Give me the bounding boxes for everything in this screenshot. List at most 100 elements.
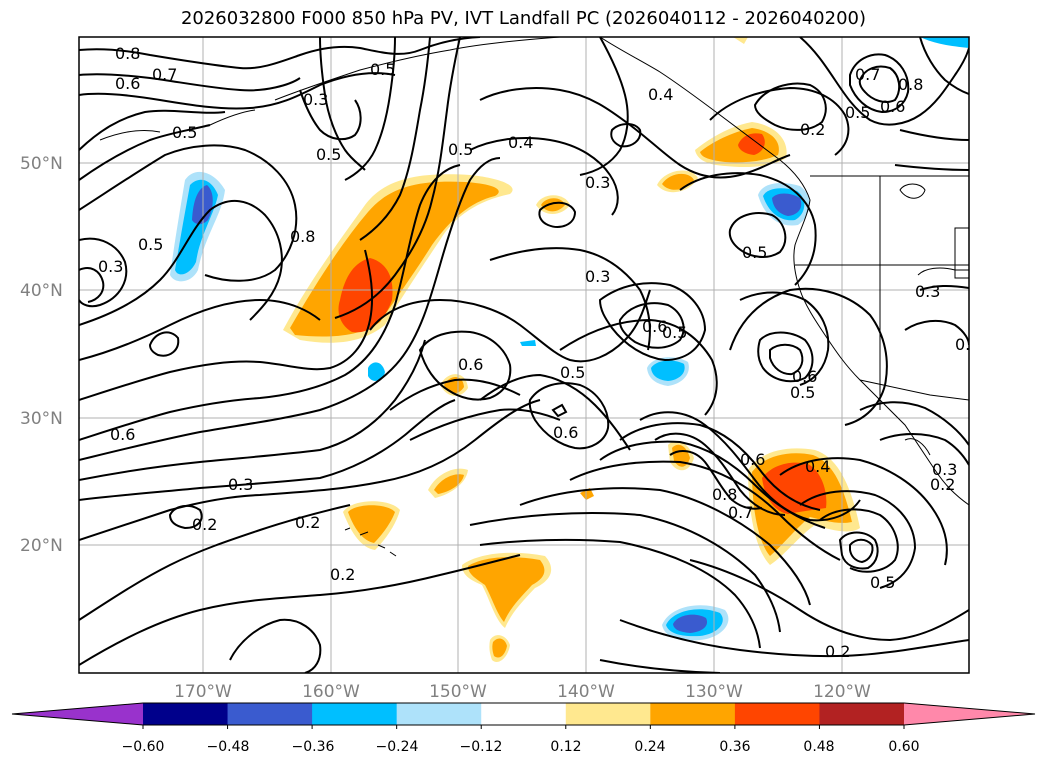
- coastlines: [99, 37, 969, 557]
- colorbar-segment: [650, 703, 736, 725]
- pv-positive-region: [492, 638, 507, 658]
- contour-label: 0.3: [915, 282, 940, 301]
- lat-label: 50°N: [20, 154, 63, 174]
- map-frame: [78, 36, 970, 674]
- colorbar-tick-label: 0.24: [634, 739, 665, 755]
- colorbar-tick-label: −0.12: [460, 739, 503, 755]
- colorbar-tick-label: 0.36: [719, 739, 750, 755]
- contour-label: 0.6: [792, 367, 817, 386]
- lat-label: 30°N: [20, 409, 63, 429]
- colorbar-segment: [396, 703, 482, 725]
- pv-positive-region: [348, 505, 395, 543]
- pv-negative-region: [772, 193, 802, 216]
- pv-negative-region: [368, 362, 385, 381]
- contour-label: 0.5: [662, 323, 687, 342]
- contour-label: 0.8: [115, 44, 140, 63]
- contour-label: 0.2: [800, 120, 825, 139]
- longitude-labels: 170°W 160°W 150°W 140°W 130°W 120°W: [174, 682, 871, 702]
- contour-label: 0.3: [585, 173, 610, 192]
- colorbar-tick-label: −0.24: [376, 739, 419, 755]
- pv-positive-region: [580, 488, 594, 500]
- map-title: 2026032800 F000 850 hPa PV, IVT Landfall…: [180, 8, 867, 29]
- contour-label: 0.3: [228, 475, 253, 494]
- contour-label: 0.8: [712, 485, 737, 504]
- contour-label: 0.6: [458, 355, 483, 374]
- colorbar-tick-label: −0.48: [207, 739, 250, 755]
- contour-label: 0.2: [192, 515, 217, 534]
- pv-contours: [79, 37, 969, 673]
- contour-label: 0.3: [585, 267, 610, 286]
- contour-label: 0.2: [295, 513, 320, 532]
- pv-positive-region: [733, 37, 748, 44]
- colorbar: −0.60 −0.48 −0.36 −0.24 −0.12 0.12 0.24 …: [11, 702, 1036, 755]
- pv-positive-region: [434, 474, 464, 494]
- map-plot-area: 0.8 0.6 0.7 0.5 0.3 0.5 0.5 0.8 0.4 0.3 …: [79, 37, 980, 673]
- contour-label: 0.5: [138, 235, 163, 254]
- contour-label: 0.7: [728, 503, 753, 522]
- contour-label: 0.5: [790, 383, 815, 402]
- contour-label: 0.6: [115, 74, 140, 93]
- contour-label: 0.5: [370, 60, 395, 79]
- contour-label: 0.4: [805, 457, 830, 476]
- contour-label: 0.5: [316, 145, 341, 164]
- contour-label: 0.8: [290, 227, 315, 246]
- colorbar-extend-min: [12, 703, 143, 725]
- lat-label: 40°N: [20, 281, 63, 301]
- lon-label: 120°W: [813, 682, 871, 702]
- pv-negative-region: [192, 185, 213, 225]
- pv-negative-region: [651, 360, 685, 381]
- contour-label: 0.7: [855, 65, 880, 84]
- contour-label: 0.3: [932, 460, 957, 479]
- pv-positive-region: [541, 198, 565, 212]
- contour-label: 0.6: [642, 317, 667, 336]
- colorbar-segment: [734, 703, 820, 725]
- pv-positive-region: [468, 557, 545, 622]
- colorbar-segment: [312, 703, 398, 725]
- contour-label: 0.5: [845, 103, 870, 122]
- latitude-labels: 50°N 40°N 30°N 20°N: [20, 154, 63, 556]
- colorbar-segment: [565, 703, 651, 725]
- contour-label: 0.2: [930, 475, 955, 494]
- colorbar-tick-label: −0.60: [122, 739, 165, 755]
- colorbar-segment: [481, 703, 567, 725]
- contour-label: 0.3: [98, 257, 123, 276]
- pv-positive-region: [338, 258, 393, 333]
- contour-label: 0.2: [330, 565, 355, 584]
- lat-label: 20°N: [20, 536, 63, 556]
- contour-label: 0.8: [898, 75, 923, 94]
- contour-label: 0.5: [560, 363, 585, 382]
- contour-label: 0.5: [172, 123, 197, 142]
- lon-label: 160°W: [302, 682, 360, 702]
- colorbar-segment: [143, 703, 229, 725]
- pv-positive-region: [762, 462, 827, 514]
- contour-label: 0.5: [448, 140, 473, 159]
- pv-negative-region: [920, 37, 969, 48]
- colorbar-extend-max: [904, 703, 1035, 725]
- colorbar-tick-label: 0.48: [803, 739, 834, 755]
- contour-label: 0.3: [303, 90, 328, 109]
- contour-label: 0.4: [648, 85, 673, 104]
- contour-label: 0.6: [553, 423, 578, 442]
- pv-negative-region: [520, 340, 536, 346]
- pv-negative-region: [673, 614, 708, 633]
- contour-label: 0.4: [508, 133, 533, 152]
- pv-positive-region: [738, 133, 765, 155]
- contour-label: 0.7: [152, 65, 177, 84]
- lon-label: 130°W: [685, 682, 743, 702]
- colorbar-tick-label: 0.12: [550, 739, 581, 755]
- contour-label: 0.2: [825, 642, 850, 661]
- lon-label: 170°W: [174, 682, 232, 702]
- contour-label: 0.5: [742, 243, 767, 262]
- colorbar-tick-label: −0.36: [292, 739, 335, 755]
- contour-label: 0.5: [870, 573, 895, 592]
- contour-labels: 0.8 0.6 0.7 0.5 0.3 0.5 0.5 0.8 0.4 0.3 …: [98, 44, 980, 661]
- contour-label: 0.6: [880, 97, 905, 116]
- colorbar-segment: [227, 703, 313, 725]
- contour-label: 0.6: [110, 425, 135, 444]
- colorbar-segment: [819, 703, 905, 725]
- contour-label: 0.6: [740, 450, 765, 469]
- colorbar-tick-label: 0.60: [888, 739, 919, 755]
- contour-label: 0.5: [955, 335, 980, 354]
- lon-label: 140°W: [557, 682, 615, 702]
